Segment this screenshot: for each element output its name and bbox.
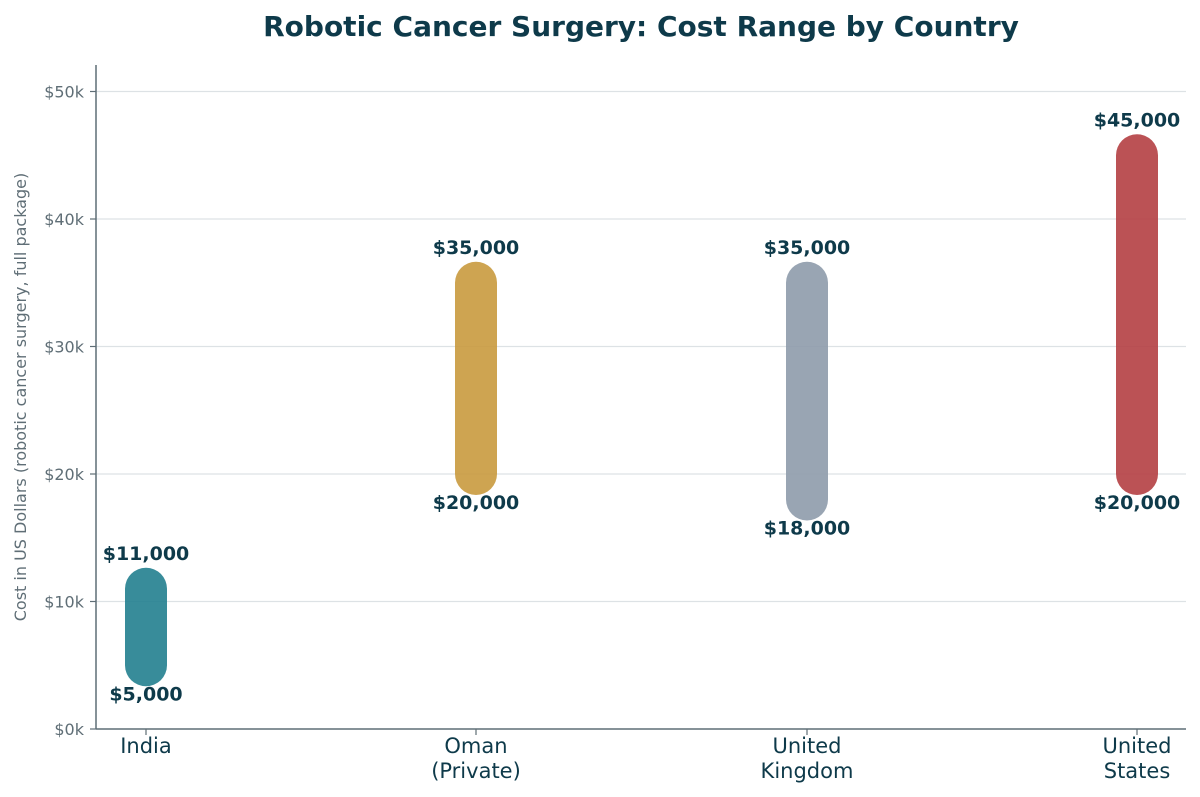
x-tick-label: Oman (Private)	[431, 734, 521, 783]
range-bar	[455, 261, 497, 495]
high-value-label: $35,000	[764, 237, 851, 259]
x-tick-label: United States	[1103, 734, 1172, 783]
high-value-label: $35,000	[433, 237, 520, 259]
range-bar	[125, 567, 167, 687]
low-value-label: $5,000	[109, 683, 182, 705]
range-bars: $11,000 $5,000 $35,000 $20,000 $35,000 $18,00…	[103, 109, 1181, 705]
x-axis-ticks: India Oman (Private) United Kingdom United Sta…	[120, 729, 1172, 783]
x-tick-label: India	[120, 734, 172, 758]
range-bar	[1116, 134, 1158, 495]
y-tick-label: $50k	[44, 83, 85, 102]
y-tick-label: $30k	[44, 338, 85, 357]
high-value-label: $45,000	[1094, 109, 1181, 131]
y-tick-label: $10k	[44, 593, 85, 612]
y-tick-label: $0k	[54, 720, 84, 739]
low-value-label: $20,000	[1094, 492, 1181, 514]
high-value-label: $11,000	[103, 543, 190, 565]
y-tick-label: $20k	[44, 465, 85, 484]
y-axis-label: Cost in US Dollars (robotic cancer surge…	[11, 173, 30, 621]
gridlines	[96, 90, 1186, 603]
y-tick-label: $40k	[44, 210, 85, 229]
y-axis-ticks: $0k $10k $20k $30k $40k $50k	[44, 83, 96, 739]
low-value-label: $18,000	[764, 518, 851, 540]
low-value-label: $20,000	[433, 492, 520, 514]
chart-title: Robotic Cancer Surgery: Cost Range by Co…	[263, 10, 1019, 43]
x-tick-label: United Kingdom	[761, 734, 854, 783]
range-bar	[786, 261, 828, 521]
